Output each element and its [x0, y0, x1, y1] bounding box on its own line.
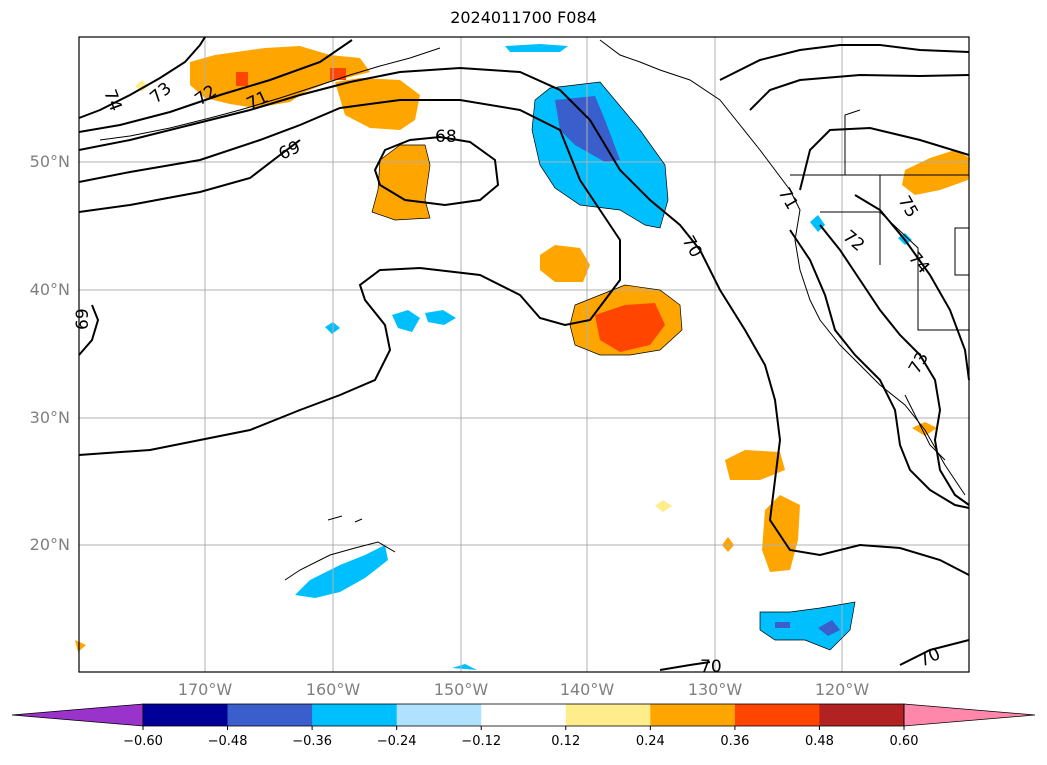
- contour-label: 70: [700, 657, 722, 677]
- anomaly-top-blue: [505, 44, 568, 52]
- lat-label: 40°N: [29, 280, 70, 299]
- chart-title: 2024011700 F084: [450, 8, 597, 27]
- colorbar-tick-label: 0.48: [804, 734, 834, 749]
- anomaly-small-blue-1: [392, 310, 420, 332]
- anomaly-baja-orange: [725, 450, 785, 480]
- colorbar-tick-label: −0.48: [207, 734, 248, 749]
- anomaly-east-pacific-red: [595, 303, 665, 352]
- colorbar-tick-label: −0.60: [123, 734, 163, 749]
- height-contours: [78, 36, 970, 671]
- colorbar-segment: [481, 704, 567, 726]
- colorbar-segment: [143, 704, 229, 726]
- anomaly-small-red-2: [330, 68, 346, 80]
- lon-label: 140°W: [559, 680, 615, 699]
- lat-label: 30°N: [29, 408, 70, 427]
- colorbar-segment: [565, 704, 651, 726]
- lon-label: 150°W: [433, 680, 489, 699]
- map-frame: [78, 36, 970, 673]
- contour-label: 69: [73, 308, 93, 330]
- colorbar-tick-label: 0.60: [889, 734, 919, 749]
- colorbar-tick-label: 0.24: [635, 734, 665, 749]
- anomaly-canada-orange: [902, 150, 970, 195]
- colorbar-outline: [142, 703, 905, 727]
- colorbar-tick-label: 0.36: [720, 734, 750, 749]
- colorbar-segment: [312, 704, 398, 726]
- anomaly-small-yellow: [135, 80, 148, 92]
- colorbar-segment: [227, 704, 313, 726]
- colorbar-tick-label: −0.12: [461, 734, 502, 749]
- lon-label: 170°W: [177, 680, 233, 699]
- colorbar-segment: [819, 704, 905, 726]
- anomaly-small-red-1: [236, 72, 248, 86]
- negative-anomaly-fill: [295, 44, 912, 670]
- map-background: [79, 37, 969, 672]
- lon-label: 130°W: [687, 680, 743, 699]
- anomaly-mid-orange: [540, 245, 590, 282]
- colorbar-segment: [734, 704, 820, 726]
- lon-label: 160°W: [305, 680, 361, 699]
- lat-label: 50°N: [29, 152, 70, 171]
- colorbar: [11, 703, 1036, 730]
- colorbar-under-triangle: [11, 703, 144, 727]
- colorbar-tick-label: −0.36: [292, 734, 333, 749]
- anomaly-hawaii-blue: [295, 545, 388, 598]
- colorbar-tick-label: 0.12: [551, 734, 581, 749]
- colorbar-segment: [396, 704, 482, 726]
- colorbar-over-triangle: [903, 703, 1036, 727]
- map-gridlines: [79, 37, 969, 672]
- contour-label: 68: [435, 127, 457, 147]
- colorbar-segment: [650, 704, 736, 726]
- colorbar-tick-label: −0.24: [376, 734, 417, 749]
- anomaly-small-blue-2: [425, 310, 456, 325]
- lat-label: 20°N: [29, 535, 70, 554]
- lon-label: 120°W: [814, 680, 870, 699]
- anomaly-south-blue: [760, 602, 855, 650]
- anomaly-outlines: [371, 81, 856, 651]
- coastlines: [99, 39, 970, 581]
